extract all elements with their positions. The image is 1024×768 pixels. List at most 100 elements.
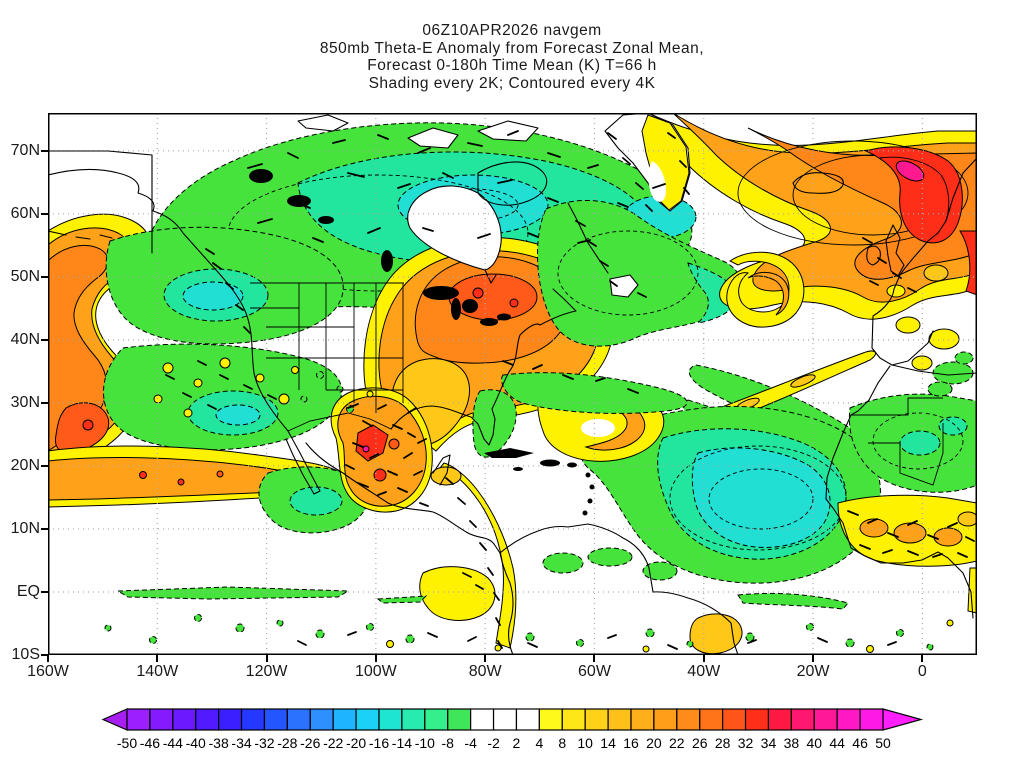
dense-contour-stipple (165, 130, 975, 650)
lon-tick-mark (702, 655, 705, 662)
colorbar-cell-22 (630, 708, 655, 731)
colorbar-cell-0 (126, 708, 151, 731)
lon-tick-label-60W: 60W (578, 663, 611, 680)
colorbar-cell-18 (538, 708, 563, 731)
colorbar-label-32: 32 (738, 735, 754, 751)
colorbar-label--46: -46 (140, 735, 160, 751)
title-line-4: Shading every 2K; Contoured every 4K (368, 74, 656, 92)
lat-tick-mark (41, 590, 48, 593)
lat-tick-mark (41, 464, 48, 467)
lon-tick-label-160W: 160W (27, 663, 69, 680)
colorbar-cell-13 (424, 708, 449, 731)
colorbar-label-2: 2 (513, 735, 521, 751)
colorbar-cell-24 (676, 708, 701, 731)
colorbar-cell-4 (218, 708, 243, 731)
lat-lon-gridlines (48, 113, 977, 655)
colorbar-cell-32 (859, 708, 884, 731)
lon-tick-mark (812, 655, 815, 662)
colorbar-cell-8 (309, 708, 334, 731)
colorbar-label-26: 26 (692, 735, 708, 751)
lon-tick-label-20W: 20W (796, 663, 830, 680)
lon-tick-label-120W: 120W (245, 663, 288, 680)
colorbar-cell-1 (149, 708, 174, 731)
colorbar-label--8: -8 (442, 735, 455, 751)
colorbar-label-16: 16 (623, 735, 639, 751)
colorbar-label--28: -28 (277, 735, 297, 751)
colorbar-label-10: 10 (577, 735, 593, 751)
colorbar-label-28: 28 (715, 735, 731, 751)
lat-tick-mark (41, 149, 48, 152)
colorbar-label-44: 44 (829, 735, 845, 751)
colorbar-cell-9 (332, 708, 357, 731)
colorbar-label--14: -14 (392, 735, 412, 751)
colorbar-cell-25 (699, 708, 724, 731)
colorbar-cell-31 (836, 708, 861, 731)
colorbar-label-4: 4 (535, 735, 543, 751)
colorbar-label--16: -16 (369, 735, 389, 751)
colorbar-label-8: 8 (558, 735, 566, 751)
lat-tick-mark (41, 654, 48, 656)
colorbar-legend: -50 -46 -44 -40 -38 -34 -32 -28 -26 -22 -20 -16 -14-… (101, 708, 924, 751)
lat-tick-label-70N: 70N (10, 141, 40, 159)
lat-tick-label-EQ: EQ (16, 582, 40, 600)
lat-tick-label-10N: 10N (10, 519, 40, 537)
colorbar-left-arrow (101, 708, 128, 731)
colorbar-cell-19 (561, 708, 586, 731)
colorbar-label--10: -10 (415, 735, 435, 751)
lon-tick-mark (593, 655, 596, 662)
colorbar-cell-23 (653, 708, 678, 731)
colorbar-label--22: -22 (323, 735, 343, 751)
lon-tick-label-0: 0 (917, 663, 927, 680)
colorbar-cell-12 (401, 708, 426, 731)
colorbar-label--40: -40 (186, 735, 206, 751)
lat-tick-mark (41, 401, 48, 404)
colorbar-label-14: 14 (600, 735, 616, 751)
colorbar-cell-10 (355, 708, 380, 731)
shaded-anomaly-fields (48, 113, 977, 655)
colorbar-cell-15 (470, 708, 495, 731)
title-line-1: 06Z10APR2026 navgem (422, 22, 602, 39)
lon-tick-label-40W: 40W (687, 663, 721, 680)
colorbar-label--50: -50 (117, 735, 137, 751)
colorbar-right-arrow (882, 708, 924, 731)
colorbar-cell-7 (286, 708, 311, 731)
lat-tick-label-40N: 40N (10, 330, 40, 348)
colorbar-cell-29 (790, 708, 815, 731)
title-line-2: 850mb Theta-E Anomaly from Forecast Zona… (319, 39, 705, 57)
colorbar-label-50: 50 (875, 735, 891, 751)
lon-tick-mark (156, 655, 159, 662)
lon-tick-mark (374, 655, 377, 662)
colorbar-label--2: -2 (487, 735, 500, 751)
colorbar-cell-3 (195, 708, 220, 731)
lon-tick-mark (921, 655, 924, 662)
colorbar-label-38: 38 (784, 735, 800, 751)
colorbar-cell-21 (607, 708, 632, 731)
colorbar-cell-6 (263, 708, 288, 731)
lon-tick-mark (265, 655, 268, 662)
map-plot-area (48, 113, 977, 655)
anomaly-contour-map (48, 113, 977, 655)
colorbar-label--4: -4 (464, 735, 477, 751)
colorbar-label-40: 40 (806, 735, 822, 751)
colorbar-label-46: 46 (852, 735, 868, 751)
chart-title-block: 06Z10APR2026 navgem 850mb Theta-E Anomal… (0, 22, 1024, 92)
colorbar-label-20: 20 (646, 735, 662, 751)
colorbar-cell-20 (584, 708, 609, 731)
colorbar-cell-2 (172, 708, 197, 731)
lat-tick-label-60N: 60N (10, 204, 40, 222)
colorbar-cell-17 (515, 708, 540, 731)
lat-tick-label-30N: 30N (10, 393, 40, 411)
colorbar-label-22: 22 (669, 735, 685, 751)
colorbar-cell-16 (492, 708, 518, 731)
title-line-3: Forecast 0-180h Time Mean (K) T=66 h (367, 57, 657, 74)
colorbar-cell-30 (813, 708, 838, 731)
colorbar-cell-5 (240, 708, 266, 731)
lon-tick-mark (47, 655, 49, 662)
lat-tick-label-50N: 50N (10, 267, 40, 285)
lat-tick-mark (41, 338, 48, 341)
colorbar-cell-14 (447, 708, 472, 731)
colorbar-cell-28 (767, 708, 792, 731)
lat-tick-label-20N: 20N (10, 456, 40, 474)
lon-tick-label-100W: 100W (354, 663, 397, 680)
